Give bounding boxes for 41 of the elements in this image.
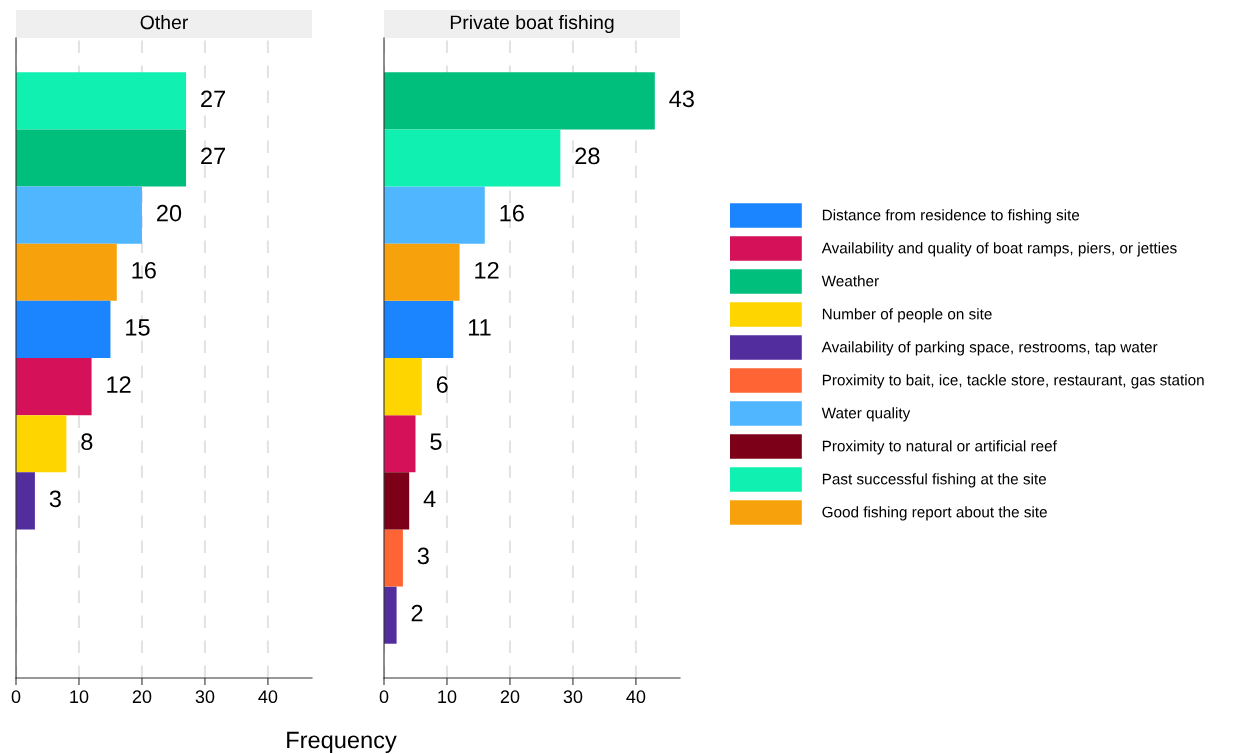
legend-label: Availability of parking space, restrooms, tap water — [821, 341, 1158, 356]
data-label: 5 — [430, 433, 442, 451]
x-axis-title: Frequency — [287, 731, 397, 754]
legend-label: Distance from residence to fishing site — [822, 209, 1080, 224]
data-label: 28 — [575, 147, 600, 165]
legend-label: Water quality — [821, 407, 911, 422]
legend-label: Good fishing report about the site — [822, 506, 1047, 521]
data-label: 20 — [157, 204, 182, 222]
legend-label: Proximity to natural or artificial reef — [822, 440, 1057, 455]
data-label: 43 — [669, 90, 694, 108]
x-tick-label: 40 — [626, 690, 646, 704]
chart-title: Private boat fishing — [450, 14, 614, 34]
data-label: 3 — [49, 490, 61, 508]
legend-label: Weather — [821, 275, 879, 287]
x-tick-label: 0 — [379, 690, 389, 704]
data-label: 4 — [423, 490, 436, 507]
data-label: 12 — [475, 261, 499, 279]
data-label: 3 — [417, 547, 429, 565]
legend-label: Proximity to bait, ice, tackle store, restaurant, gas station — [822, 374, 1204, 389]
x-tick-label: 10 — [70, 690, 89, 704]
x-tick-label: 20 — [132, 690, 152, 704]
data-label: 27 — [201, 90, 226, 107]
x-tick-label: 0 — [11, 690, 21, 704]
x-tick-label: 40 — [258, 690, 278, 704]
x-tick-label: 30 — [195, 690, 215, 704]
data-label: 12 — [107, 376, 131, 393]
x-tick-label: 30 — [563, 690, 583, 704]
legend-label: Number of people on site — [822, 308, 992, 323]
data-label: 8 — [81, 433, 93, 451]
data-label: 11 — [468, 319, 491, 336]
x-tick-label: 10 — [438, 690, 457, 704]
data-label: 16 — [500, 204, 524, 222]
x-tick-label: 20 — [500, 690, 520, 704]
legend-label: Availability and quality of boat ramps, piers, or jetties — [821, 242, 1177, 257]
legend-label: Past successful fishing at the site — [822, 473, 1047, 488]
chart-title: Other — [140, 14, 188, 30]
data-label: 6 — [436, 376, 448, 393]
data-label: 16 — [132, 261, 156, 279]
data-label: 27 — [201, 147, 226, 165]
data-label: 15 — [126, 319, 150, 336]
data-label: 2 — [411, 604, 423, 622]
